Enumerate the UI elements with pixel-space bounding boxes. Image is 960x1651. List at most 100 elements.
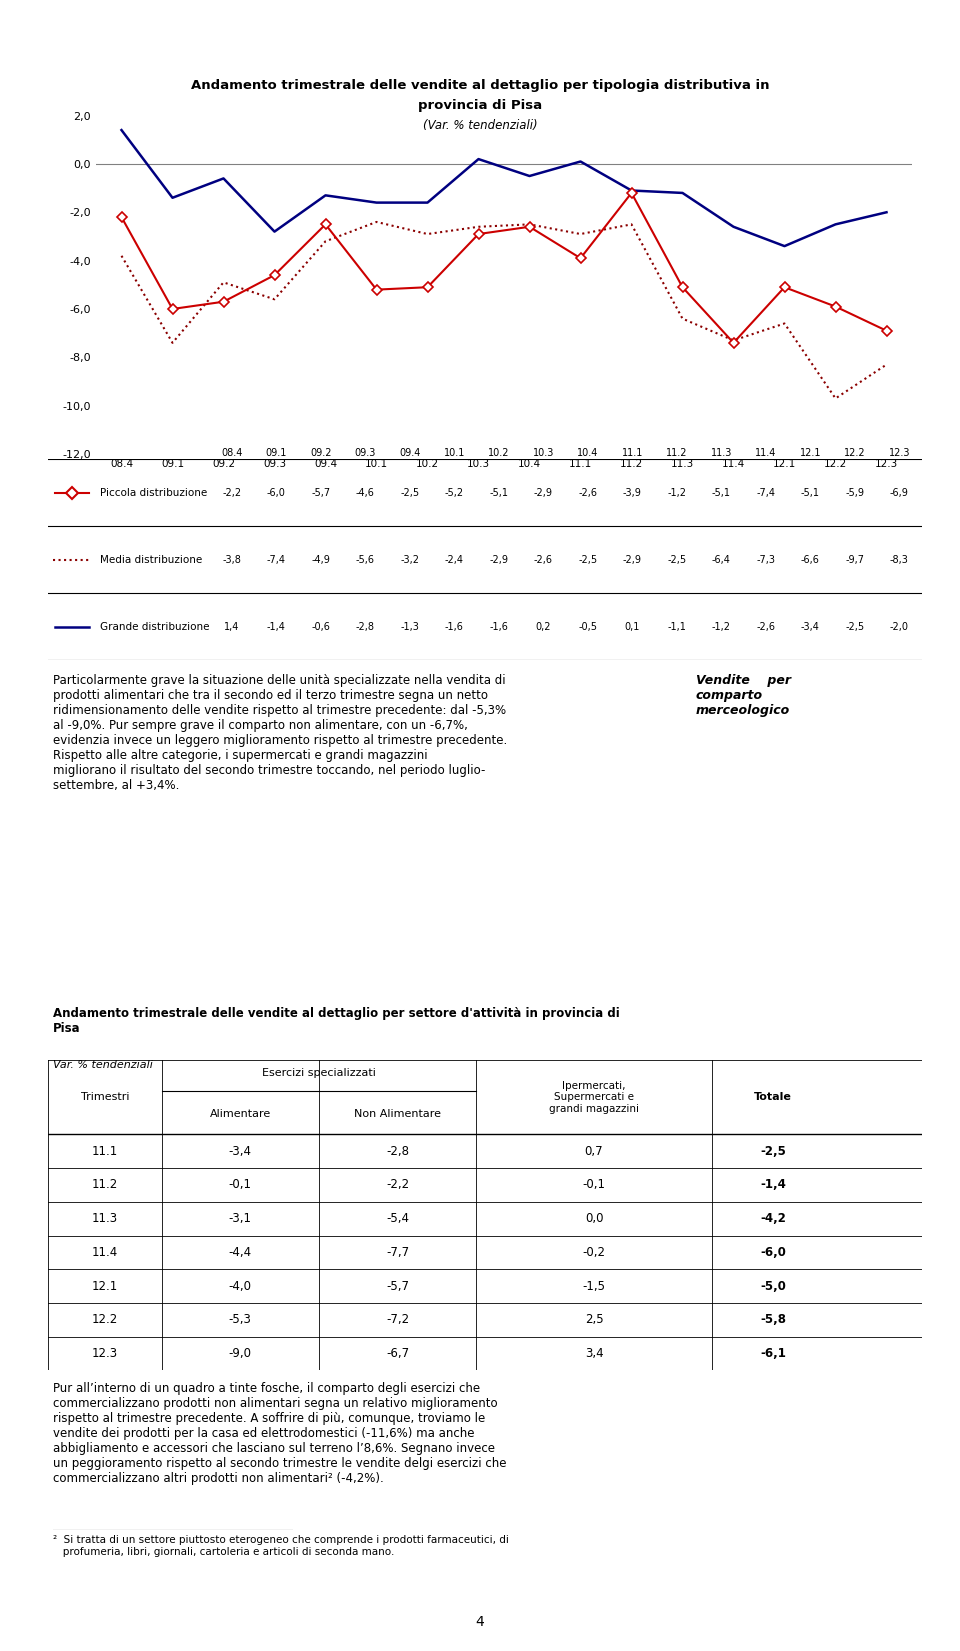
Text: 12.3: 12.3 (889, 447, 910, 459)
Text: 09.4: 09.4 (399, 447, 420, 459)
Text: -0,5: -0,5 (578, 622, 597, 632)
Text: 10.1: 10.1 (444, 447, 465, 459)
Text: -5,7: -5,7 (311, 487, 330, 497)
Text: 0,7: 0,7 (585, 1144, 603, 1157)
Text: 0,1: 0,1 (625, 622, 640, 632)
Text: -6,9: -6,9 (890, 487, 909, 497)
Text: 11.1: 11.1 (91, 1144, 118, 1157)
Text: -2,9: -2,9 (623, 555, 642, 565)
Text: -1,1: -1,1 (667, 622, 686, 632)
Text: -1,2: -1,2 (712, 622, 731, 632)
Text: -3,8: -3,8 (223, 555, 241, 565)
Text: 11.4: 11.4 (91, 1247, 118, 1258)
Text: -2,0: -2,0 (890, 622, 909, 632)
Text: Andamento trimestrale delle vendite al dettaglio per tipologia distributiva in: Andamento trimestrale delle vendite al d… (191, 79, 769, 92)
Text: 12.1: 12.1 (800, 447, 821, 459)
Text: 09.2: 09.2 (310, 447, 331, 459)
Text: -4,9: -4,9 (311, 555, 330, 565)
Text: -1,3: -1,3 (400, 622, 420, 632)
Text: -7,7: -7,7 (386, 1247, 409, 1258)
Text: -2,5: -2,5 (400, 487, 420, 497)
Text: -7,2: -7,2 (386, 1313, 409, 1326)
Text: 09.3: 09.3 (354, 447, 376, 459)
Text: -9,7: -9,7 (846, 555, 864, 565)
Text: -4,4: -4,4 (228, 1247, 252, 1258)
Text: 12.1: 12.1 (91, 1280, 118, 1293)
Text: -5,1: -5,1 (712, 487, 731, 497)
Text: 12.2: 12.2 (91, 1313, 118, 1326)
Text: -7,4: -7,4 (756, 487, 776, 497)
Text: Var. % tendenziali: Var. % tendenziali (53, 1060, 153, 1070)
Text: -2,5: -2,5 (846, 622, 864, 632)
Text: -0,1: -0,1 (228, 1179, 252, 1192)
Text: Andamento trimestrale delle vendite al dettaglio per settore d'attività in provi: Andamento trimestrale delle vendite al d… (53, 1007, 619, 1035)
Text: (Var. % tendenziali): (Var. % tendenziali) (422, 119, 538, 132)
Text: -6,1: -6,1 (760, 1347, 786, 1360)
Text: Esercizi specializzati: Esercizi specializzati (262, 1068, 375, 1078)
Text: -2,6: -2,6 (534, 555, 553, 565)
Text: -1,2: -1,2 (667, 487, 686, 497)
Text: Piccola distribuzione: Piccola distribuzione (101, 487, 207, 497)
Text: -5,4: -5,4 (386, 1212, 409, 1225)
Text: 11.3: 11.3 (710, 447, 732, 459)
Text: -4,6: -4,6 (356, 487, 374, 497)
Text: -9,0: -9,0 (228, 1347, 252, 1360)
Text: -2,8: -2,8 (356, 622, 374, 632)
Text: 0,2: 0,2 (536, 622, 551, 632)
Text: 10.4: 10.4 (577, 447, 598, 459)
Text: -5,1: -5,1 (490, 487, 509, 497)
Text: -3,4: -3,4 (801, 622, 820, 632)
Text: Totale: Totale (755, 1093, 792, 1103)
Text: 11.1: 11.1 (622, 447, 643, 459)
Text: -4,0: -4,0 (228, 1280, 252, 1293)
Text: -5,7: -5,7 (386, 1280, 409, 1293)
Text: -3,4: -3,4 (228, 1144, 252, 1157)
Text: -6,4: -6,4 (712, 555, 731, 565)
Text: 1,4: 1,4 (225, 622, 240, 632)
Text: -2,5: -2,5 (667, 555, 686, 565)
Text: -5,2: -5,2 (444, 487, 464, 497)
Text: 11.3: 11.3 (92, 1212, 118, 1225)
Text: 08.4: 08.4 (221, 447, 243, 459)
Text: provincia di Pisa: provincia di Pisa (418, 99, 542, 112)
Text: -5,8: -5,8 (760, 1313, 786, 1326)
Text: -5,6: -5,6 (356, 555, 374, 565)
Text: -8,3: -8,3 (890, 555, 909, 565)
Text: Media distribuzione: Media distribuzione (101, 555, 203, 565)
Text: -1,6: -1,6 (444, 622, 464, 632)
Text: -2,6: -2,6 (756, 622, 776, 632)
Text: -2,2: -2,2 (386, 1179, 409, 1192)
Text: -5,1: -5,1 (801, 487, 820, 497)
Text: -0,6: -0,6 (311, 622, 330, 632)
Text: Alimentare: Alimentare (209, 1108, 271, 1119)
Text: -6,0: -6,0 (760, 1247, 786, 1258)
Text: -7,3: -7,3 (756, 555, 776, 565)
Text: -5,9: -5,9 (846, 487, 864, 497)
Text: -3,1: -3,1 (228, 1212, 252, 1225)
Text: -6,6: -6,6 (801, 555, 820, 565)
Text: -5,3: -5,3 (228, 1313, 252, 1326)
Text: -2,5: -2,5 (578, 555, 597, 565)
Text: 11.2: 11.2 (91, 1179, 118, 1192)
Text: 11.4: 11.4 (756, 447, 777, 459)
Text: -0,2: -0,2 (583, 1247, 606, 1258)
Text: 0,0: 0,0 (585, 1212, 603, 1225)
Text: 4: 4 (475, 1615, 485, 1628)
Text: -4,2: -4,2 (760, 1212, 786, 1225)
Text: 12.2: 12.2 (844, 447, 866, 459)
Text: 10.2: 10.2 (488, 447, 510, 459)
Text: Pur all’interno di un quadro a tinte fosche, il comparto degli esercizi che
comm: Pur all’interno di un quadro a tinte fos… (53, 1382, 506, 1484)
Text: -2,4: -2,4 (444, 555, 464, 565)
Text: Ipermercati,
Supermercati e
grandi magazzini: Ipermercati, Supermercati e grandi magaz… (549, 1081, 639, 1114)
Text: Grande distribuzione: Grande distribuzione (101, 622, 210, 632)
Text: -2,5: -2,5 (760, 1144, 786, 1157)
Text: -7,4: -7,4 (267, 555, 286, 565)
Text: 12.3: 12.3 (92, 1347, 118, 1360)
Text: -5,0: -5,0 (760, 1280, 786, 1293)
Text: 10.3: 10.3 (533, 447, 554, 459)
Text: 2,5: 2,5 (585, 1313, 603, 1326)
Text: ²  Si tratta di un settore piuttosto eterogeneo che comprende i prodotti farmace: ² Si tratta di un settore piuttosto eter… (53, 1535, 509, 1557)
Text: -2,9: -2,9 (490, 555, 509, 565)
Text: -2,8: -2,8 (386, 1144, 409, 1157)
Text: 11.2: 11.2 (666, 447, 687, 459)
